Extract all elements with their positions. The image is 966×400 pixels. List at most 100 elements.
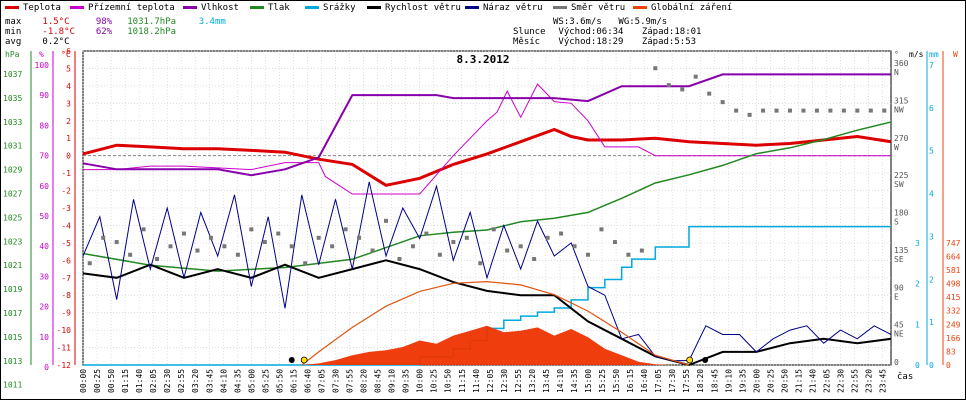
legend-item: Vlhkost [183,3,239,13]
x-tick-label: 20:50 [780,369,789,393]
series-direction-point [249,227,254,232]
series-direction-point [478,261,483,266]
stats-avg-row: avg 0.2°C [5,37,226,47]
series-direction-point [747,112,752,117]
series-direction-point [208,235,213,240]
series-direction-point [626,252,631,257]
series-direction-point [801,108,806,113]
x-axis-label: čas [897,371,913,382]
x-tick-label: 22:30 [837,369,846,393]
radiation-tick-label: 581 [946,266,961,275]
stats-min-press: 1018.2hPa [127,27,177,37]
sun-label: Slunce [513,27,546,37]
series-direction-point [437,252,442,257]
x-tick-label: 13:45 [542,369,551,393]
x-tick-label: 01:15 [121,369,130,393]
rain-tick-label: 3 [915,239,920,248]
stats-min-hum: 62% [95,27,113,37]
legend-label: Rychlost větru [385,3,461,13]
x-tick-label: 15:00 [584,369,593,393]
series-direction-point [720,100,725,105]
x-tick-label: 17:30 [668,369,677,393]
series-direction-point [464,235,469,240]
series-direction-point [114,240,119,245]
series-direction-point [855,108,860,113]
x-tick-label: 09:35 [402,369,411,393]
x-tick-label: 21:40 [808,369,817,393]
series-direction-point [545,235,550,240]
series-direction-point [505,248,510,253]
series-line-theoretical [301,280,690,366]
series-direction-point [761,108,766,113]
x-tick-label: 20:25 [766,369,775,393]
x-tick-label: 23:45 [879,369,888,393]
radiation-unit: W [953,50,958,59]
temp-tick-label: -9 [61,309,71,318]
pressure-unit: hPa [5,50,20,59]
humidity-tick-label: 60 [39,182,49,191]
stats-avg-temp: 0.2°C [42,37,70,47]
series-direction-point [128,252,133,257]
series-direction-point [666,83,671,88]
legend-item: Srážky [305,3,356,13]
radiation-tick-label: 0 [946,361,951,370]
wind-tick-label: 6 [929,104,934,113]
humidity-tick-label: 40 [39,242,49,251]
temp-tick-label: -4 [61,221,71,230]
series-line-tlak [82,121,892,272]
x-tick-label: 04:35 [233,369,242,393]
x-tick-label: 19:35 [738,369,747,393]
pressure-tick-label: 1033 [3,118,22,127]
pressure-tick-label: 1037 [3,70,22,79]
humidity-tick-label: 70 [39,152,49,161]
series-direction-point [841,108,846,113]
series-direction-point [599,227,604,232]
pressure-tick-label: 1027 [3,190,22,199]
series-direction-point [141,227,146,232]
direction-tick-label: 225 [894,171,909,180]
series-direction-point [612,240,617,245]
series-direction-point [397,257,402,262]
series-direction-point [680,87,685,92]
x-tick-label: 11:40 [472,369,481,393]
humidity-tick-label: 10 [39,333,49,342]
legend-item: Směr větru [553,3,625,13]
x-tick-label: 17:05 [654,369,663,393]
series-direction-point [289,244,294,249]
legend-swatch [183,6,197,9]
moonset: Západ:5:53 [641,37,697,47]
x-tick-label: 07:30 [332,369,341,393]
series-direction-point [639,248,644,253]
radiation-tick-label: 249 [946,320,961,329]
wind-tick-label: 3 [929,232,934,241]
x-tick-label: 17:55 [682,369,691,393]
humidity-tick-label: 90 [39,91,49,100]
direction-tick-label: 270 [894,134,909,143]
series-direction-point [195,248,200,253]
moonrise-marker [702,357,709,363]
direction-unit: ° [894,50,899,59]
stats-max-label: max [5,17,22,27]
legend-item: Náraz větru [465,3,543,13]
series-direction-point [518,244,523,249]
stats-max-rain: 3.4mm [198,17,226,27]
x-tick-label: 03:20 [191,369,200,393]
sun-moon-info: WS:3.6m/s WG:5.9m/s Slunce Východ:06:34 … [513,17,701,47]
series-direction-point [168,244,173,249]
series-direction-point [384,218,388,223]
series-direction-point [316,235,321,240]
temp-tick-label: 1 [66,134,71,143]
rain-tick-label: 1 [915,320,920,329]
radiation-tick-label: 415 [946,293,961,302]
direction-cardinal-label: E [894,292,899,301]
pressure-tick-label: 1019 [3,285,22,294]
series-direction-point [101,235,106,240]
chart-title: 8.3.2012 [457,53,510,66]
x-tick-label: 21:15 [794,369,803,393]
sunrise-marker [300,356,308,364]
series-direction-point [734,108,739,113]
temp-tick-label: -10 [57,326,72,335]
x-tick-label: 00:50 [107,369,116,393]
series-direction-point [303,261,308,266]
legend-swatch [250,6,264,9]
